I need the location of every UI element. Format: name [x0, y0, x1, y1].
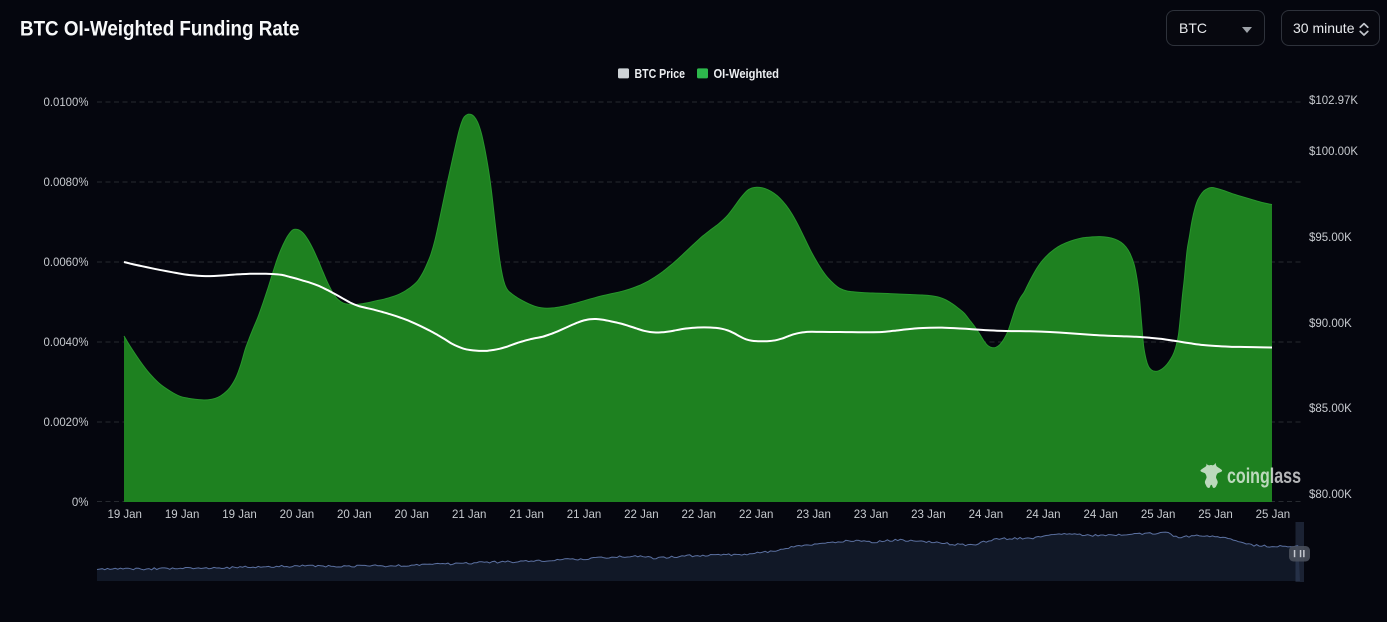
svg-text:$100.00K: $100.00K — [1309, 146, 1358, 158]
svg-text:0.0040%: 0.0040% — [44, 337, 89, 349]
svg-text:22 Jan: 22 Jan — [624, 507, 659, 521]
svg-text:$95.00K: $95.00K — [1309, 232, 1352, 244]
svg-text:23 Jan: 23 Jan — [854, 507, 889, 521]
svg-text:0%: 0% — [72, 497, 89, 509]
svg-text:0.0100%: 0.0100% — [44, 97, 89, 109]
svg-text:20 Jan: 20 Jan — [337, 507, 372, 521]
svg-text:coinglass: coinglass — [1227, 465, 1301, 488]
svg-text:$85.00K: $85.00K — [1309, 403, 1352, 415]
svg-text:20 Jan: 20 Jan — [280, 507, 315, 521]
svg-text:19 Jan: 19 Jan — [222, 507, 257, 521]
svg-text:25 Jan: 25 Jan — [1141, 507, 1176, 521]
svg-text:24 Jan: 24 Jan — [1026, 507, 1061, 521]
svg-text:21 Jan: 21 Jan — [509, 507, 544, 521]
svg-text:24 Jan: 24 Jan — [1083, 507, 1118, 521]
svg-text:25 Jan: 25 Jan — [1198, 507, 1233, 521]
svg-text:24 Jan: 24 Jan — [969, 507, 1004, 521]
svg-text:23 Jan: 23 Jan — [796, 507, 831, 521]
svg-text:BTC OI-Weighted Funding Rate: BTC OI-Weighted Funding Rate — [20, 17, 300, 40]
svg-text:BTC Price: BTC Price — [635, 67, 686, 81]
svg-text:0.0020%: 0.0020% — [44, 417, 89, 429]
svg-text:25 Jan: 25 Jan — [1256, 507, 1291, 521]
svg-text:OI-Weighted: OI-Weighted — [714, 67, 780, 81]
svg-text:$80.00K: $80.00K — [1309, 489, 1352, 501]
svg-text:$90.00K: $90.00K — [1309, 318, 1352, 330]
svg-text:22 Jan: 22 Jan — [682, 507, 717, 521]
svg-text:22 Jan: 22 Jan — [739, 507, 774, 521]
svg-text:21 Jan: 21 Jan — [567, 507, 602, 521]
svg-text:23 Jan: 23 Jan — [911, 507, 946, 521]
svg-text:19 Jan: 19 Jan — [107, 507, 142, 521]
svg-text:0.0080%: 0.0080% — [44, 177, 89, 189]
svg-text:20 Jan: 20 Jan — [394, 507, 429, 521]
svg-text:21 Jan: 21 Jan — [452, 507, 487, 521]
svg-text:$102.97K: $102.97K — [1309, 95, 1358, 107]
svg-text:0.0060%: 0.0060% — [44, 257, 89, 269]
svg-text:19 Jan: 19 Jan — [165, 507, 200, 521]
